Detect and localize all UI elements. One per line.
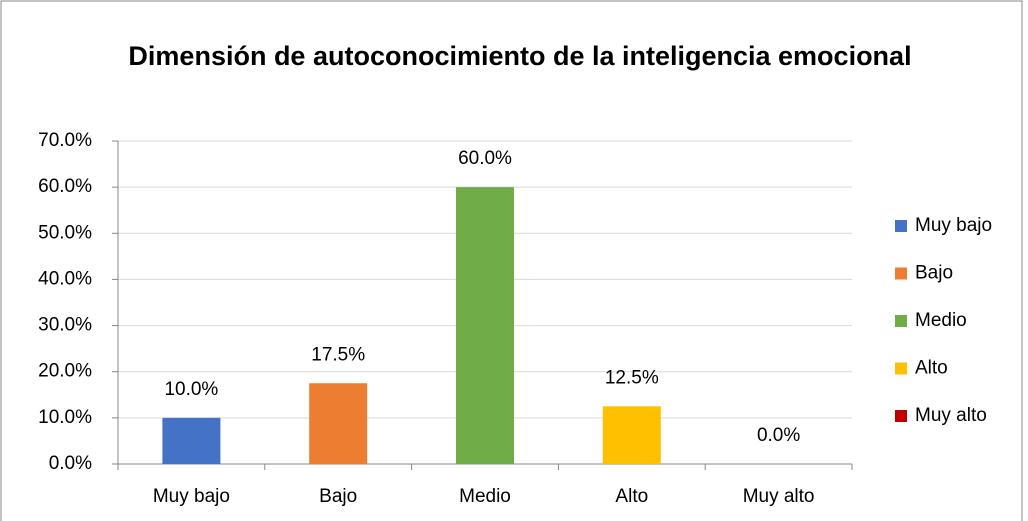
legend-swatch [895, 315, 907, 327]
x-tick-label: Alto [615, 486, 648, 507]
y-tick-label: 40.0% [38, 268, 92, 289]
y-tick-label: 10.0% [38, 407, 92, 428]
data-label: 0.0% [757, 425, 800, 446]
bar [162, 417, 221, 464]
legend-swatch [895, 410, 907, 422]
y-tick-label: 70.0% [38, 130, 92, 151]
data-label: 10.0% [164, 379, 218, 400]
legend-swatch [895, 267, 907, 280]
chart-title: Dimensión de autoconocimiento de la inte… [128, 41, 912, 71]
y-tick-label: 0.0% [49, 453, 92, 474]
bar [602, 406, 661, 464]
legend-label: Alto [915, 358, 948, 379]
x-tick-label: Muy bajo [153, 486, 230, 507]
legend-label: Medio [915, 310, 967, 331]
data-label: 17.5% [311, 344, 365, 365]
legend-label: Muy bajo [915, 215, 992, 236]
data-label: 60.0% [458, 148, 512, 169]
x-tick-label: Medio [459, 486, 511, 507]
y-tick-label: 50.0% [38, 222, 92, 243]
y-tick-label: 60.0% [38, 176, 92, 197]
bar [456, 187, 514, 464]
legend-swatch [895, 362, 907, 375]
bar [309, 383, 368, 464]
x-tick-label: Bajo [319, 486, 357, 507]
data-label: 12.5% [605, 367, 659, 388]
legend-label: Bajo [915, 263, 953, 284]
x-tick-label: Muy alto [743, 486, 815, 507]
legend-swatch [895, 220, 907, 232]
y-tick-label: 30.0% [38, 315, 92, 336]
legend-label: Muy alto [915, 405, 987, 426]
y-tick-label: 20.0% [38, 361, 92, 382]
